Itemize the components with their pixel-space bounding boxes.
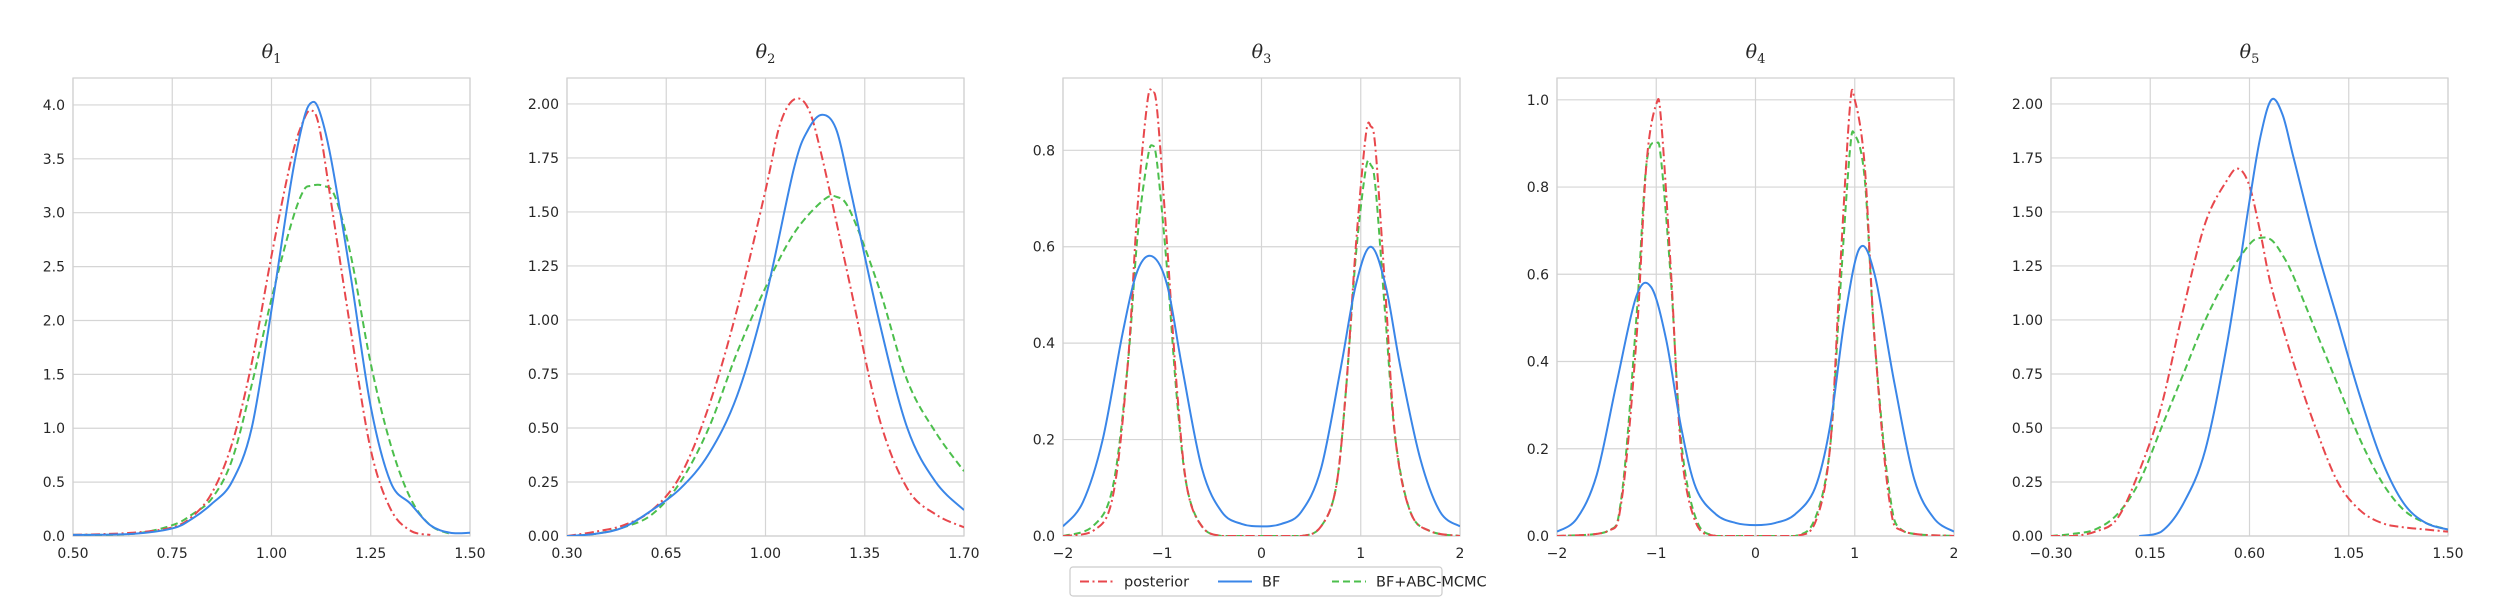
x-tick-label: 0.30 — [551, 546, 582, 562]
y-tick-label: 1.0 — [43, 421, 65, 437]
y-tick-label: 1.00 — [528, 313, 559, 329]
x-tick-label: 1.50 — [454, 546, 485, 562]
x-tick-label: 1 — [1850, 546, 1859, 562]
series-line-bf-abc-mcmc — [2051, 236, 2448, 536]
y-tick-label: 0.50 — [528, 421, 559, 437]
y-tick-label: 0.2 — [1033, 433, 1055, 449]
x-tick-label: −0.30 — [2030, 546, 2073, 562]
panel-theta3: −2 −1 0 1 2 0.0 0.2 0.4 0.6 0.8 θ3 — [1033, 41, 1465, 562]
y-tick-label: 0.4 — [1527, 355, 1549, 371]
x-tick-label: −1 — [1152, 546, 1173, 562]
x-tick-label: −2 — [1053, 546, 1074, 562]
panels: 0.50 0.75 1.00 1.25 1.500.00.51.01.52.02.53.… — [43, 41, 2464, 562]
x-tick-label: 0.60 — [2234, 546, 2265, 562]
y-tick-label: 0.4 — [1033, 336, 1055, 352]
y-tick-label: 0.0 — [1033, 529, 1055, 545]
x-tick-label: 0 — [1751, 546, 1760, 562]
x-tick-label: 0.50 — [57, 546, 88, 562]
series-line-bf-abc-mcmc — [73, 183, 451, 536]
y-tick-label: 0.5 — [43, 475, 65, 491]
x-tick-label: 1.25 — [355, 546, 386, 562]
series-line-posterior — [73, 109, 431, 536]
x-tick-label: 1 — [1356, 546, 1365, 562]
panel-title: θ2 — [756, 41, 776, 67]
legend-label: posterior — [1124, 575, 1189, 591]
y-tick-label: 1.25 — [2012, 259, 2043, 275]
x-tick-label: 0.15 — [2135, 546, 2166, 562]
series-line-bf — [73, 100, 470, 536]
y-tick-label: 0.00 — [2012, 529, 2043, 545]
y-tick-label: 1.50 — [2012, 205, 2043, 221]
legend-label: BF — [1262, 575, 1280, 591]
plot-frame — [1556, 77, 1955, 537]
x-tick-label: −1 — [1646, 546, 1667, 562]
panel-title: θ1 — [262, 41, 282, 67]
legend-label: BF+ABC-MCMC — [1376, 575, 1487, 591]
y-tick-label: 0.6 — [1527, 267, 1549, 283]
y-tick-label: 0.00 — [528, 529, 559, 545]
x-tick-label: 0.65 — [651, 546, 682, 562]
series-line-bf — [1063, 245, 1460, 528]
y-tick-label: 0.75 — [528, 367, 559, 383]
x-tick-label: 1.00 — [750, 546, 781, 562]
panel-title: θ4 — [1746, 41, 1766, 67]
series-line-bf-abc-mcmc — [1557, 130, 1954, 536]
y-tick-label: 2.00 — [528, 97, 559, 113]
panel-theta1: 0.50 0.75 1.00 1.25 1.50 0.0 0.5 1.0 1.5 2.0 2.5 3.… — [43, 41, 486, 562]
x-tick-label: 1.00 — [256, 546, 287, 562]
series-line-bf — [1557, 244, 1954, 533]
y-tick-label: 0.0 — [1527, 529, 1549, 545]
y-tick-label: 1.0 — [1527, 93, 1549, 109]
y-tick-label: 0.2 — [1527, 442, 1549, 458]
y-tick-label: 0.25 — [528, 475, 559, 491]
x-tick-label: 2 — [1456, 546, 1465, 562]
plot-frame — [566, 77, 965, 537]
plot-frame — [72, 77, 471, 537]
series-line-posterior — [1557, 88, 1954, 536]
y-tick-label: 1.50 — [528, 205, 559, 221]
series-line-posterior — [1063, 88, 1460, 536]
y-tick-label: 0.6 — [1033, 240, 1055, 256]
y-tick-label: 1.75 — [528, 151, 559, 167]
panel-theta2: 0.30 0.65 1.00 1.35 1.70 0.00 0.25 0.50 0.75 1.00… — [528, 41, 980, 562]
x-tick-label: 1.70 — [948, 546, 979, 562]
y-tick-label: 1.00 — [2012, 313, 2043, 329]
y-tick-label: 0.8 — [1527, 180, 1549, 196]
legend: posterior BF BF+ABC-MCMC — [1069, 566, 1487, 597]
x-tick-label: −2 — [1547, 546, 1568, 562]
panel-title: θ5 — [2240, 41, 2260, 67]
y-tick-label: 2.00 — [2012, 97, 2043, 113]
y-tick-label: 0.0 — [43, 529, 65, 545]
y-tick-label: 0.25 — [2012, 475, 2043, 491]
series-line-bf-abc-mcmc — [567, 194, 964, 536]
series-line-bf — [567, 113, 964, 536]
x-tick-label: 0 — [1257, 546, 1266, 562]
y-tick-label: 0.50 — [2012, 421, 2043, 437]
series-line-posterior — [2051, 167, 2448, 536]
panel-title: θ3 — [1252, 41, 1272, 67]
y-tick-label: 0.75 — [2012, 367, 2043, 383]
x-tick-label: 1.35 — [849, 546, 880, 562]
y-tick-label: 1.5 — [43, 367, 65, 383]
legend-frame — [1069, 566, 1443, 597]
panel-theta4: −2 −1 0 1 2 0.0 0.2 0.4 0.6 0.8 1.0 θ4 — [1527, 41, 1959, 562]
y-tick-label: 0.8 — [1033, 143, 1055, 159]
y-tick-label: 1.75 — [2012, 151, 2043, 167]
y-tick-label: 4.0 — [43, 98, 65, 114]
x-tick-label: 0.75 — [157, 546, 188, 562]
plot-frame — [2050, 77, 2449, 537]
y-tick-label: 2.5 — [43, 260, 65, 276]
x-tick-label: 2 — [1950, 546, 1959, 562]
y-tick-label: 3.0 — [43, 206, 65, 222]
series-line-bf — [2139, 97, 2448, 536]
y-tick-label: 2.0 — [43, 313, 65, 329]
y-tick-label: 1.25 — [528, 259, 559, 275]
x-tick-label: 1.05 — [2333, 546, 2364, 562]
y-tick-label: 3.5 — [43, 152, 65, 168]
x-tick-label: 1.50 — [2432, 546, 2463, 562]
panel-theta5: −0.30 0.15 0.60 1.05 1.50 0.00 0.25 0.50 0.75 1.0… — [2012, 41, 2464, 562]
